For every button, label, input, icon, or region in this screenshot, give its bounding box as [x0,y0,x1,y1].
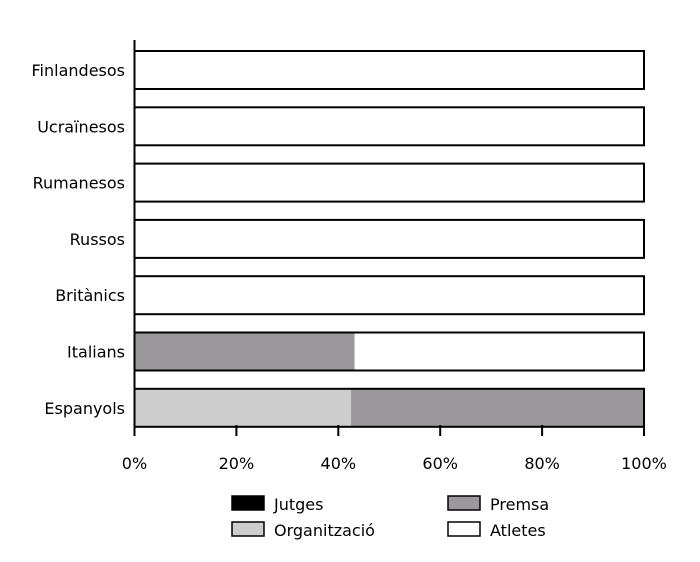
bar-segment-atletes [354,332,644,371]
x-tick-label: 20% [219,454,255,473]
bar-segment-organització [134,388,352,427]
y-tick-label: Rumanesos [33,174,125,193]
legend-label-jutges: Jutges [273,495,323,514]
y-tick-label: Finlandesos [32,61,125,80]
x-tick-label: 60% [422,454,458,473]
legend-label-organització: Organització [274,521,375,540]
bar-segment-atletes [134,219,644,258]
bar-segment-premsa [351,388,644,427]
bar-segment-premsa [134,332,355,371]
legend-swatch-premsa [447,495,481,511]
bar-segment-atletes [134,51,644,89]
y-tick-label: Espanyols [44,399,125,418]
y-tick-label: Britànics [55,286,125,305]
x-tick-label: 100% [621,454,667,473]
x-tick-label: 80% [524,454,560,473]
legend-swatch-organització [231,521,265,537]
legend-swatch-jutges [231,495,265,511]
bar-segment-atletes [134,107,644,146]
bar-segment-atletes [134,163,644,202]
legend-label-atletes: Atletes [490,521,546,540]
y-tick-label: Italians [67,343,125,362]
x-tick-label: 0% [122,454,147,473]
legend-swatch-atletes [447,521,481,537]
legend-label-premsa: Premsa [490,495,549,514]
bar-segment-atletes [134,276,644,315]
y-tick-label: Russos [70,230,125,249]
x-tick-label: 40% [321,454,357,473]
y-tick-label: Ucraïnesos [37,117,125,136]
